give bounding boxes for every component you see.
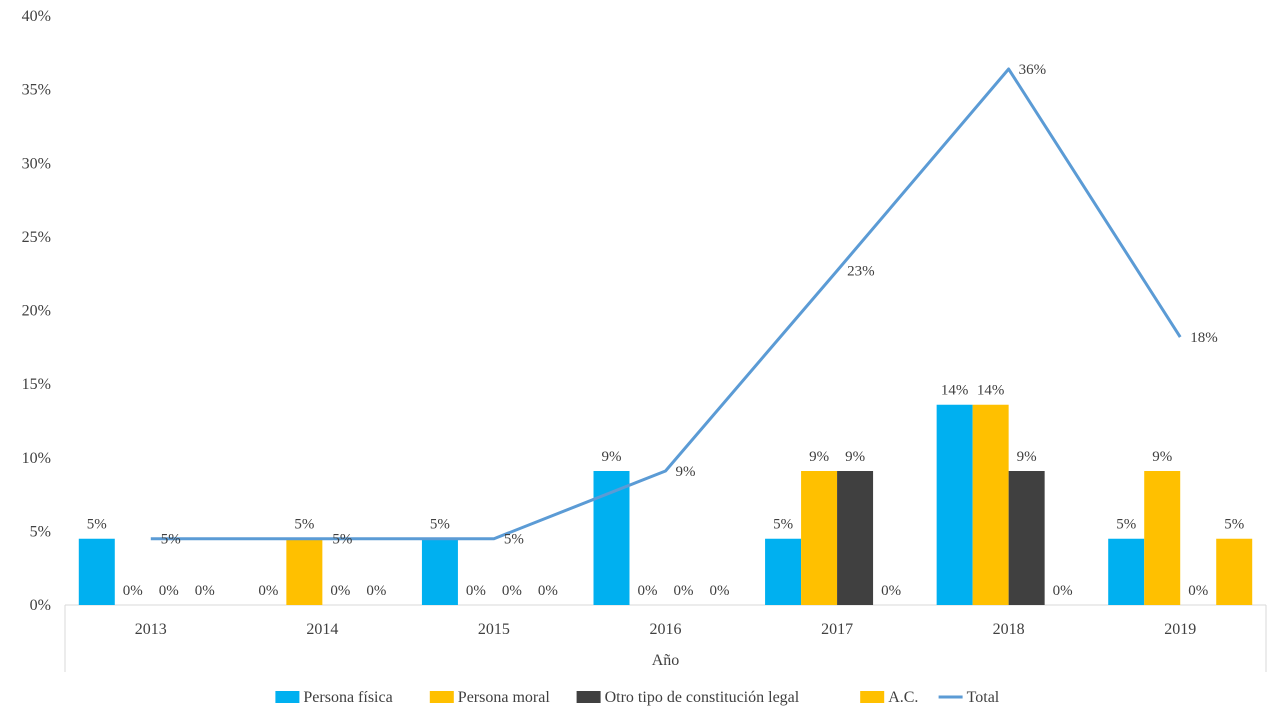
y-tick-label: 5% [30, 523, 51, 540]
legend-label: Total [967, 689, 1000, 706]
x-tick-label: 2015 [478, 621, 510, 638]
x-axis: 2013 2014 2015 2016 2017 2018 2019 Año [135, 621, 1196, 669]
bar-data-label: 9% [1017, 449, 1037, 465]
legend: Persona física Persona moral Otro tipo de … [275, 689, 1000, 706]
line-data-label: 5% [161, 532, 181, 548]
bar-data-label: 0% [674, 583, 694, 599]
legend-item: Persona física [275, 689, 393, 706]
bar-data-label: 0% [502, 583, 522, 599]
bar-data-label: 0% [159, 583, 179, 599]
legend-item: A.C. [860, 689, 918, 706]
bar-data-label: 0% [638, 583, 658, 599]
x-tick-label: 2016 [650, 621, 682, 638]
bar [1108, 538, 1145, 605]
line-data-label: 18% [1190, 330, 1218, 346]
y-tick-label: 25% [22, 229, 51, 246]
y-tick-label: 20% [22, 303, 51, 320]
x-tick-label: 2019 [1164, 621, 1196, 638]
line-series-total [150, 67, 1182, 541]
legend-label: Persona moral [458, 689, 551, 706]
bar-data-label: 9% [809, 449, 829, 465]
y-tick-label: 0% [30, 597, 51, 614]
x-tick-label: 2013 [135, 621, 167, 638]
bars [78, 404, 1253, 605]
bar-data-label: 9% [845, 449, 865, 465]
bar-data-label: 0% [1053, 583, 1073, 599]
y-tick-label: 10% [22, 450, 51, 467]
line-data-label: 9% [676, 464, 696, 480]
y-tick-label: 15% [22, 376, 51, 393]
legend-label: A.C. [888, 689, 918, 706]
bar-data-label: 0% [195, 583, 215, 599]
y-tick-label: 40% [22, 8, 51, 25]
bar [801, 471, 838, 605]
line-data-label: 23% [847, 264, 875, 280]
bar-data-label: 5% [773, 517, 793, 533]
legend-item: Otro tipo de constitución legal [576, 689, 800, 706]
bar [765, 538, 802, 605]
legend-swatch [275, 691, 300, 703]
bar-data-label: 0% [538, 583, 558, 599]
bar-data-label: 0% [881, 583, 901, 599]
bar [936, 404, 973, 605]
bar [1216, 538, 1253, 605]
line-data-label: 5% [332, 532, 352, 548]
bar-data-label: 0% [330, 583, 350, 599]
x-tick-label: 2017 [821, 621, 853, 638]
y-tick-label: 35% [22, 82, 51, 99]
y-tick-label: 30% [22, 155, 51, 172]
bar-data-label: 14% [977, 383, 1005, 399]
legend-item: Total [938, 689, 1000, 706]
bar-data-label: 9% [602, 449, 622, 465]
legend-label: Persona física [303, 689, 392, 706]
legend-item: Persona moral [429, 689, 551, 706]
bar-data-label: 0% [1188, 583, 1208, 599]
bar [286, 538, 323, 605]
legend-label: Otro tipo de constitución legal [605, 689, 800, 706]
legend-swatch [860, 691, 885, 703]
bar-data-label: 5% [1116, 517, 1136, 533]
bar-data-label: 14% [941, 383, 969, 399]
bar [78, 538, 115, 605]
x-axis-title: Año [652, 652, 680, 669]
bar [837, 471, 874, 605]
x-tick-label: 2014 [306, 621, 338, 638]
legend-swatch [576, 691, 601, 703]
bar-data-label: 0% [123, 583, 143, 599]
bar-data-label: 5% [430, 517, 450, 533]
y-axis: 0% 5% 10% 15% 20% 25% 30% 35% 40% [22, 8, 51, 614]
bar-data-label: 0% [258, 583, 278, 599]
x-tick-label: 2018 [993, 621, 1025, 638]
total-line [150, 67, 1182, 541]
bar-data-label: 5% [87, 517, 107, 533]
bar-data-label: 0% [366, 583, 386, 599]
bar [421, 538, 458, 605]
bar-data-label: 5% [294, 517, 314, 533]
line-data-label: 36% [1019, 62, 1046, 78]
bar-data-label: 0% [710, 583, 730, 599]
bar [1144, 471, 1181, 605]
legend-swatch [429, 691, 454, 703]
bar-data-label: 0% [466, 583, 486, 599]
plot-frame [64, 604, 1267, 672]
bar-data-label: 5% [1224, 517, 1244, 533]
data-labels: 5% 0% 5% 9% 5% 14% 5% 0% 5% 0% 0% 9% 14% 9% 0% 0% 0% 0% 9%… [87, 62, 1244, 599]
bar [1008, 471, 1045, 605]
bar [972, 404, 1009, 605]
line-data-label: 5% [504, 532, 524, 548]
bar-data-label: 9% [1152, 449, 1172, 465]
